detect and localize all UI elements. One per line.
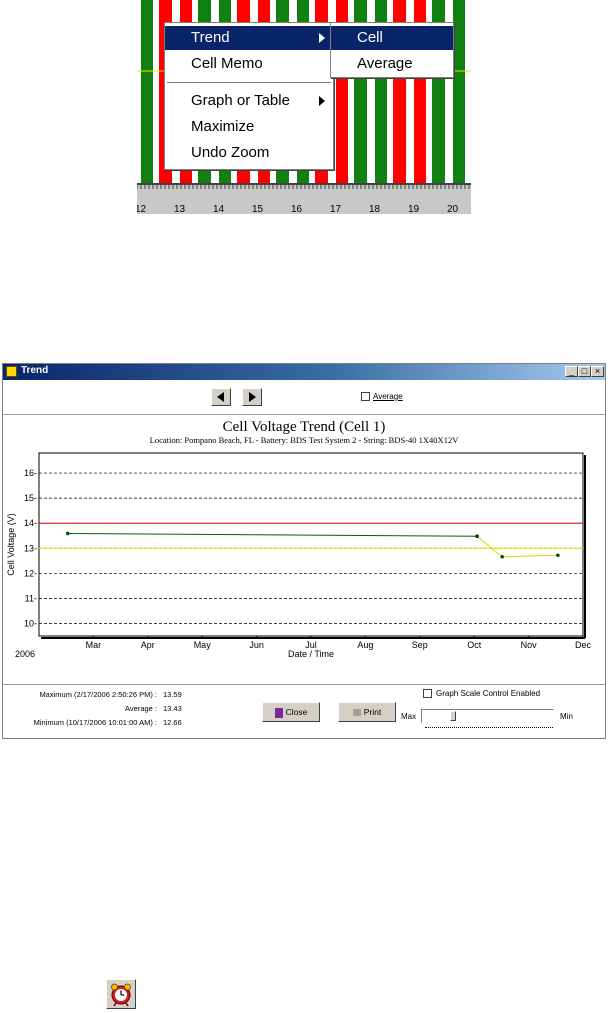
app-icon (6, 366, 17, 377)
year-label: 2006 (15, 649, 35, 659)
menu-item-label: Undo Zoom (191, 144, 270, 161)
trend-submenu: Cell Average (330, 22, 454, 78)
slider-ticks (425, 727, 553, 730)
x-tick-label: Sep (412, 640, 428, 650)
menu-item-undo-zoom[interactable]: Undo Zoom (165, 141, 333, 165)
y-tick-label: 12- (24, 568, 37, 578)
close-button-label: Close (285, 707, 308, 717)
axis-tick-label: 14 (213, 204, 225, 214)
max-label: Maximum (2/17/2006 2:50:26 PM) : (39, 690, 157, 699)
y-tick-label: 10- (24, 618, 37, 628)
scale-control-checkbox[interactable] (423, 689, 432, 698)
printer-icon (352, 709, 361, 717)
x-tick-label: Mar (86, 640, 102, 650)
average-value: 13.43 (163, 704, 182, 713)
title-bar: Trend _ □ × (3, 364, 605, 380)
x-tick-label: Nov (521, 640, 538, 650)
x-tick-label: Dec (575, 640, 592, 650)
x-tick-label: May (194, 640, 212, 650)
min-value: 12.66 (163, 718, 182, 727)
axis-tick-label: 13 (174, 204, 186, 214)
y-tick-label: 14- (24, 518, 37, 528)
slider-max-label: Max (401, 712, 417, 721)
y-tick-label: 15- (24, 493, 37, 503)
slider-min-label: Min (560, 712, 573, 721)
axis-tick-label: 16 (291, 204, 303, 214)
submenu-item-average[interactable]: Average (331, 52, 453, 76)
submenu-item-cell[interactable]: Cell (331, 26, 453, 50)
axis-tick-label: 20 (447, 204, 459, 214)
max-value: 13.59 (163, 690, 182, 699)
axis-tick-label: 12 (137, 204, 147, 214)
arrow-right-icon (249, 392, 256, 402)
toolbar: Average (3, 380, 605, 415)
scale-control-label: Graph Scale Control Enabled (436, 689, 541, 698)
x-axis-label: Date / Time (288, 649, 334, 659)
axis-tick-label: 15 (252, 204, 264, 214)
axis-tick-label: 17 (330, 204, 342, 214)
alarm-clock-icon (111, 983, 131, 1007)
y-axis-label: Cell Voltage (V) (6, 513, 16, 576)
x-tick-label: Oct (467, 640, 482, 650)
minimize-button[interactable]: _ (565, 366, 578, 377)
close-button[interactable]: Close (262, 702, 320, 722)
trend-window: Trend _ □ × Average Cell Voltage Trend (… (2, 363, 606, 739)
y-tick-label: 11- (25, 593, 37, 603)
trend-chart: Cell Voltage Trend (Cell 1)Location: Pom… (6, 419, 592, 659)
menu-item-cell-memo[interactable]: Cell Memo (165, 52, 333, 76)
submenu-item-label: Average (357, 55, 413, 72)
chart-title: Cell Voltage Trend (Cell 1) (223, 419, 386, 435)
print-button-label: Print (363, 707, 382, 717)
close-window-button[interactable]: × (591, 366, 604, 377)
y-tick-label: 13- (24, 543, 37, 553)
bar (453, 0, 465, 184)
context-menu: Trend Cell Memo Graph or Table Maximize … (164, 22, 334, 170)
menu-separator (167, 82, 331, 84)
data-point (475, 534, 479, 539)
menu-item-label: Graph or Table (191, 92, 290, 109)
submenu-item-label: Cell (357, 29, 383, 46)
window-title: Trend (21, 365, 49, 376)
print-button[interactable]: Print (338, 702, 396, 722)
chart-subtitle: Location: Pompano Beach, FL - Battery: B… (150, 435, 460, 445)
series-line (67, 532, 478, 537)
x-tick-label: Jun (249, 640, 264, 650)
slider-thumb[interactable] (450, 711, 456, 721)
context-menu-screenshot: 12 13 14 15 16 17 18 19 20 Trend Cell Memo Graph… (137, 0, 471, 214)
footer-panel: Maximum (2/17/2006 2:50:26 PM) : 13.59 A… (3, 684, 605, 738)
x-tick-label: Jul (305, 640, 317, 650)
door-icon (274, 707, 283, 718)
data-point (500, 554, 505, 559)
arrow-left-icon (217, 392, 224, 402)
min-label: Minimum (10/17/2006 10:01:00 AM) : (33, 718, 157, 727)
next-button[interactable] (242, 388, 262, 406)
menu-item-maximize[interactable]: Maximize (165, 115, 333, 139)
x-tick-label: Aug (357, 640, 373, 650)
axis-tick-label: 19 (408, 204, 420, 214)
maximize-button[interactable]: □ (578, 366, 591, 377)
menu-item-label: Maximize (191, 118, 255, 135)
plot-area (38, 452, 584, 637)
average-checkbox[interactable] (361, 392, 370, 401)
submenu-arrow-icon (319, 33, 325, 43)
average-checkbox-label: Average (373, 392, 403, 401)
axis-tick-label: 18 (369, 204, 381, 214)
average-label: Average : (125, 704, 157, 713)
y-tick-label: 16- (24, 468, 37, 478)
bar (141, 0, 153, 184)
data-point (65, 531, 70, 536)
menu-item-label: Cell Memo (191, 55, 263, 72)
submenu-arrow-icon (319, 96, 325, 106)
menu-item-label: Trend (191, 29, 230, 46)
previous-button[interactable] (211, 388, 231, 406)
scale-slider[interactable] (421, 709, 554, 723)
menu-item-graph-or-table[interactable]: Graph or Table (165, 89, 333, 113)
x-tick-label: Apr (141, 640, 155, 650)
menu-item-trend[interactable]: Trend (165, 26, 333, 50)
data-point (556, 553, 560, 558)
alarm-clock-button[interactable] (106, 979, 136, 1009)
